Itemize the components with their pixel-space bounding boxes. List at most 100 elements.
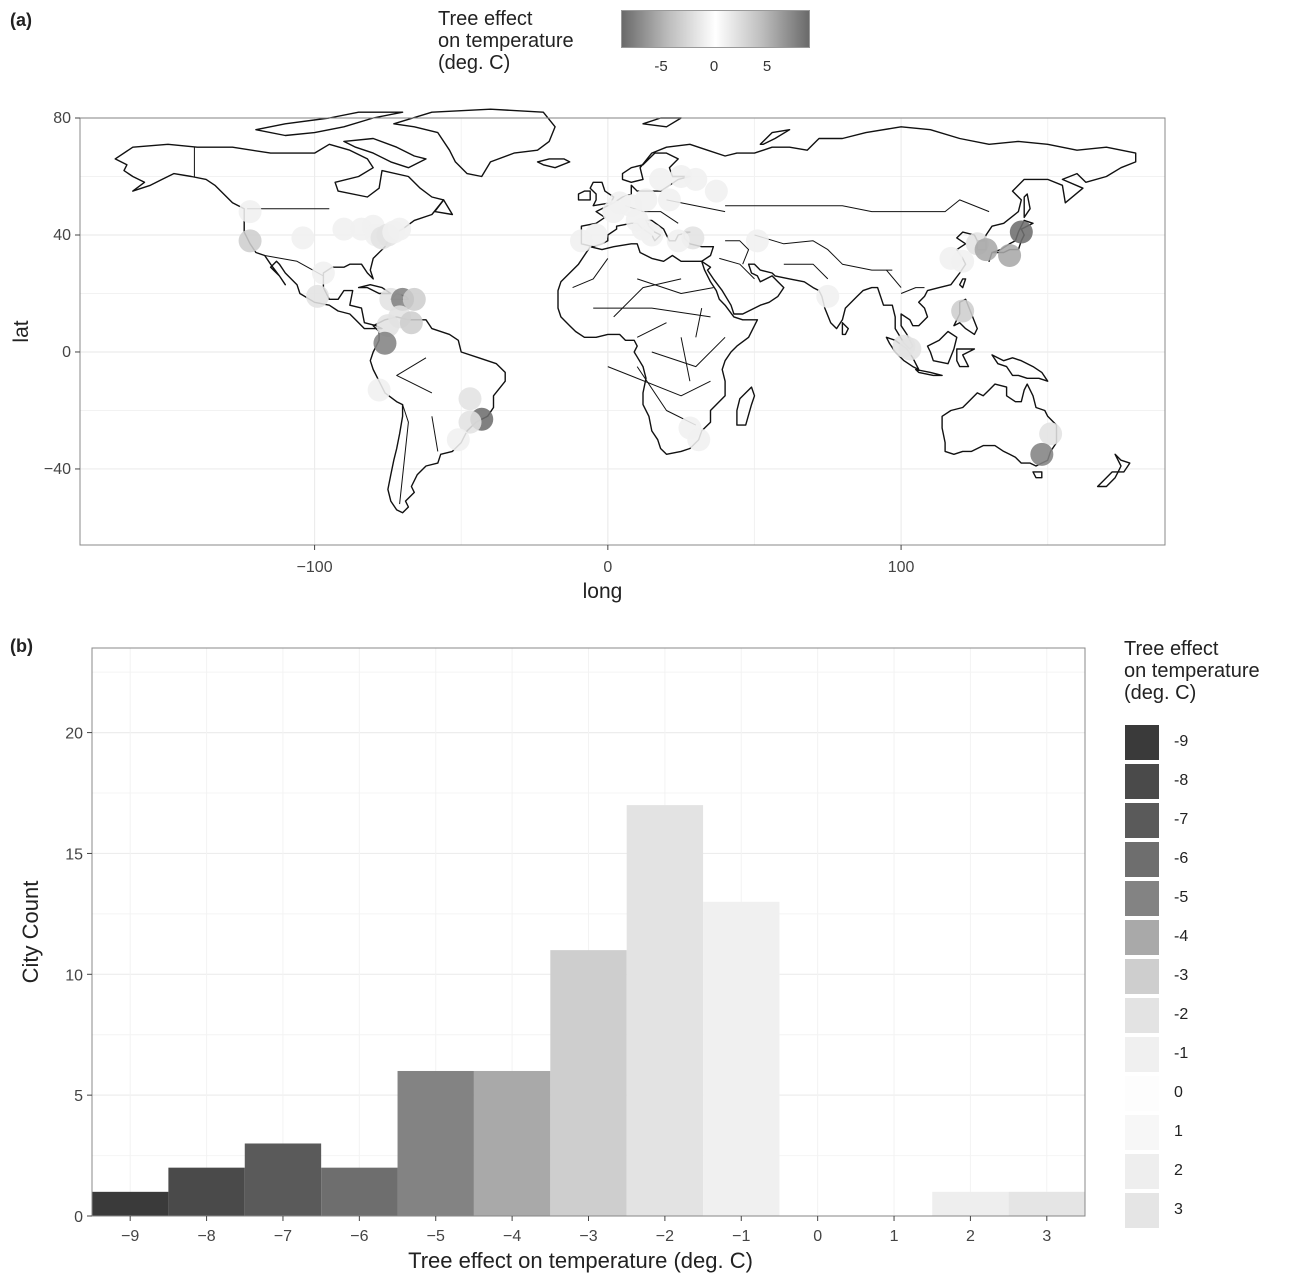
histogram-bar: [168, 1168, 244, 1216]
city-point: [634, 188, 657, 211]
histogram-bar: [321, 1168, 397, 1216]
x-tick-label: 2: [966, 1228, 975, 1245]
histogram-bar: [245, 1143, 321, 1216]
city-point: [403, 288, 426, 311]
legend-label: 0: [1174, 1084, 1183, 1102]
histogram-bar: [398, 1071, 474, 1216]
x-tick-label: −9: [121, 1228, 139, 1245]
legend-swatch: [1125, 764, 1159, 799]
map-background: [80, 118, 1165, 545]
legend-label: -4: [1174, 928, 1188, 946]
histogram-bar: [550, 950, 626, 1216]
city-point: [447, 428, 470, 451]
map-gridlines: [80, 118, 1165, 545]
city-point: [951, 250, 974, 273]
legend-swatch: [1125, 725, 1159, 760]
y-tick-label: 0: [74, 1209, 83, 1226]
y-tick-label: 10: [65, 967, 83, 984]
city-point: [898, 338, 921, 361]
city-point: [459, 387, 482, 410]
city-point: [400, 311, 423, 334]
city-point: [368, 378, 391, 401]
x-tick-label: −2: [656, 1228, 674, 1245]
city-point: [1010, 221, 1033, 244]
x-tick-label: −100: [297, 559, 333, 576]
histogram-plot: −9 −8 −7 −6 −5 −4 −3 −2 −1 0 1 2 3 0 5 10 15 20 Tree effec…: [0, 630, 1110, 1280]
city-point: [239, 229, 262, 252]
city-point: [687, 428, 710, 451]
map-legend-title-line-1: Tree effect: [438, 8, 574, 30]
x-tick-label: 0: [813, 1228, 822, 1245]
map-legend-title-line-2: on temperature: [438, 30, 574, 52]
histogram-bar: [627, 805, 703, 1216]
x-tick-label: −7: [274, 1228, 292, 1245]
map-colorbar-tick: -5: [654, 58, 667, 75]
city-point: [658, 188, 681, 211]
map-colorbar-tick: 5: [763, 58, 771, 75]
x-axis-label: long: [583, 580, 623, 603]
legend-swatch: [1125, 959, 1159, 994]
y-tick-label: 80: [53, 110, 71, 127]
legend-label: -9: [1174, 733, 1188, 751]
x-tick-label: 3: [1042, 1228, 1051, 1245]
legend-label: -5: [1174, 889, 1188, 907]
x-tick-label: 0: [603, 559, 612, 576]
hist-legend-title-line-2: on temperature: [1124, 660, 1260, 682]
city-point: [640, 223, 663, 246]
map-legend-title: Tree effect on temperature (deg. C): [438, 8, 574, 74]
city-point: [585, 223, 608, 246]
legend-label: 3: [1174, 1201, 1183, 1219]
legend-swatch: [1125, 1037, 1159, 1072]
hist-legend-title: Tree effect on temperature (deg. C): [1124, 638, 1260, 704]
x-axis-label: Tree effect on temperature (deg. C): [408, 1248, 753, 1273]
city-point: [239, 200, 262, 223]
city-point: [312, 262, 335, 285]
legend-swatch: [1125, 998, 1159, 1033]
city-point: [684, 168, 707, 191]
x-tick-label: 1: [890, 1228, 899, 1245]
map-colorbar: [621, 10, 810, 48]
y-axis-label: City Count: [18, 881, 43, 984]
histogram-bar: [92, 1192, 168, 1216]
legend-swatch: [1125, 1115, 1159, 1150]
map-legend-title-line-3: (deg. C): [438, 52, 574, 74]
world-map-plot: −100 0 100 −40 0 40 80 long lat: [0, 100, 1299, 610]
legend-label: -3: [1174, 967, 1188, 985]
city-point: [1030, 443, 1053, 466]
city-point: [1039, 422, 1062, 445]
x-tick-label: −3: [579, 1228, 597, 1245]
legend-swatch: [1125, 1076, 1159, 1111]
city-point: [388, 218, 411, 241]
city-point: [306, 285, 329, 308]
histogram-bar: [474, 1071, 550, 1216]
city-point: [649, 168, 672, 191]
map-colorbar-tick: 0: [710, 58, 718, 75]
y-tick-label: 20: [65, 726, 83, 743]
legend-label: -8: [1174, 772, 1188, 790]
histogram-bar: [1009, 1192, 1085, 1216]
legend-label: -2: [1174, 1006, 1188, 1024]
legend-swatch: [1125, 803, 1159, 838]
city-point: [816, 285, 839, 308]
legend-label: -6: [1174, 850, 1188, 868]
hist-legend-title-line-1: Tree effect: [1124, 638, 1260, 660]
x-tick-label: −4: [503, 1228, 521, 1245]
legend-label: 1: [1174, 1123, 1183, 1141]
y-axis-label: lat: [10, 320, 33, 342]
legend-swatch: [1125, 1154, 1159, 1189]
x-tick-label: −6: [350, 1228, 368, 1245]
legend-swatch: [1125, 920, 1159, 955]
hist-legend-title-line-3: (deg. C): [1124, 682, 1260, 704]
y-tick-label: −40: [44, 461, 71, 478]
y-tick-label: 5: [74, 1088, 83, 1105]
city-point: [705, 180, 728, 203]
x-tick-label: −5: [427, 1228, 445, 1245]
histogram-bar: [932, 1192, 1008, 1216]
y-tick-label: 40: [53, 227, 71, 244]
y-tick-label: 0: [62, 344, 71, 361]
city-point: [291, 226, 314, 249]
x-tick-label: −8: [197, 1228, 215, 1245]
city-point: [373, 332, 396, 355]
legend-swatch: [1125, 881, 1159, 916]
x-tick-label: 100: [888, 559, 915, 576]
